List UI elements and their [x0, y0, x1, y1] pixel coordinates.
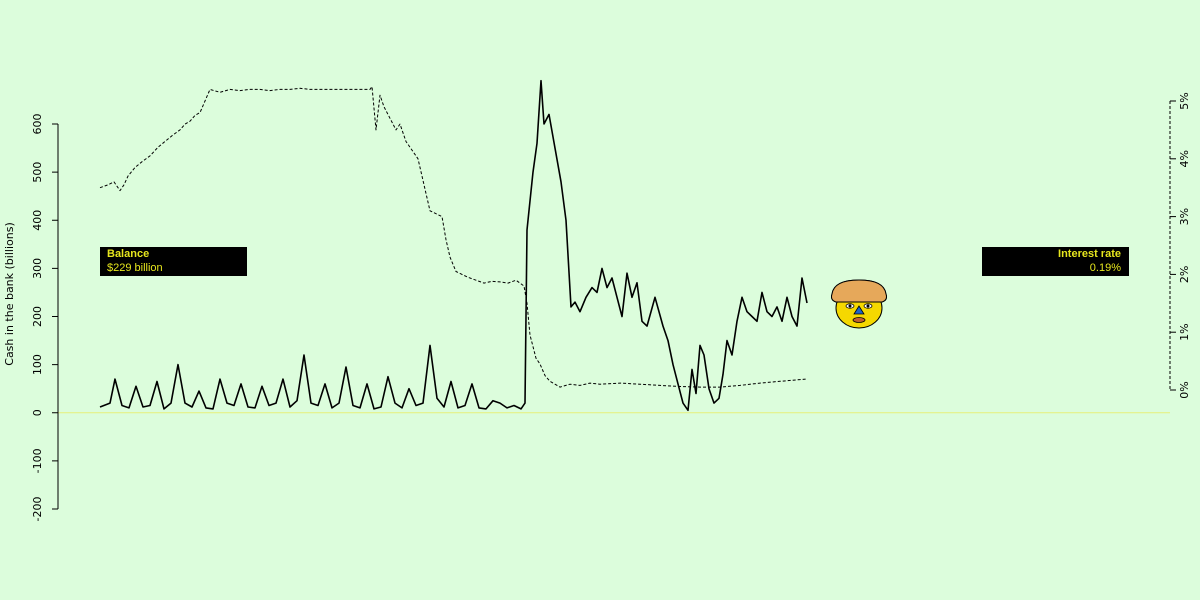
interest-panel-value: 0.19% — [1089, 262, 1121, 274]
y-tick-label-left: 200 — [31, 306, 44, 327]
y-tick-label-left: 300 — [31, 258, 44, 279]
y-tick-label-right: 4% — [1178, 150, 1191, 167]
balance-panel-title: Balance — [107, 248, 150, 260]
y-tick-label-left: -100 — [31, 448, 44, 473]
y-tick-label-right: 2% — [1178, 266, 1191, 283]
y-tick-label-left: 100 — [31, 354, 44, 375]
y-tick-label-left: 0 — [31, 409, 44, 416]
balance-line — [99, 79, 808, 412]
interest-rate-line — [99, 86, 808, 388]
balance-panel: Balance $229 billion — [100, 247, 247, 276]
y-tick-label-left: -200 — [31, 497, 44, 522]
balance-panel-value: $229 billion — [107, 262, 163, 274]
y-tick-label-right: 3% — [1178, 208, 1191, 225]
y-tick-label-right: 5% — [1178, 92, 1191, 109]
interest-panel: Interest rate 0.19% — [982, 247, 1129, 276]
y-tick-label-left: 400 — [31, 210, 44, 231]
y-tick-label-left: 500 — [31, 162, 44, 183]
face-icon — [831, 279, 887, 329]
interest-panel-title: Interest rate — [1058, 248, 1121, 260]
y-axis-label-left: Cash in the bank (billions) — [3, 222, 16, 365]
y-tick-label-right: 0% — [1178, 381, 1191, 398]
y-tick-label-right: 1% — [1178, 323, 1191, 340]
y-tick-label-left: 600 — [31, 114, 44, 135]
